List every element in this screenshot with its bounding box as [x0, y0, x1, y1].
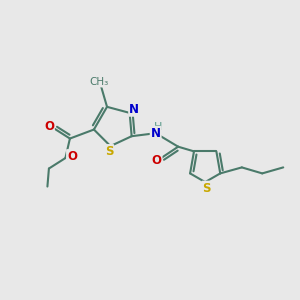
Text: H: H [154, 122, 162, 132]
Text: CH₃: CH₃ [90, 76, 109, 87]
Text: S: S [202, 182, 211, 195]
Text: N: N [151, 127, 161, 140]
Text: S: S [105, 145, 113, 158]
Text: O: O [44, 120, 54, 133]
Text: O: O [67, 150, 77, 163]
Text: N: N [129, 103, 139, 116]
Text: O: O [152, 154, 162, 167]
